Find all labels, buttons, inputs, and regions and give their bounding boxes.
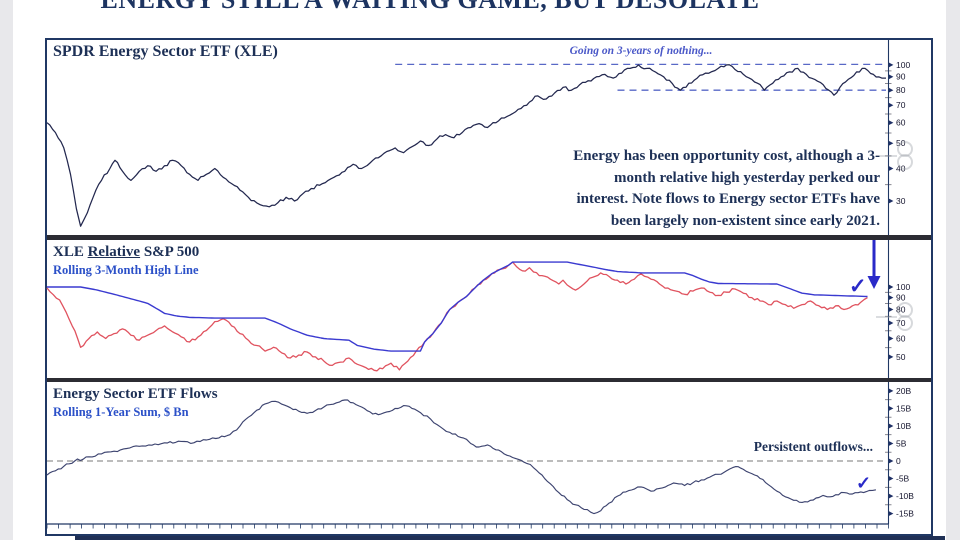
panel1-annotation: Energy has been opportunity cost, althou… (460, 146, 880, 232)
outflows-annotation: Persistent outflows... (753, 439, 873, 454)
page-margin-left (0, 0, 13, 540)
checkmark-icon: ✓ (849, 274, 867, 298)
chart-frame (45, 38, 933, 536)
panel2-title-pre: XLE (53, 244, 88, 260)
panel3-subtitle: Rolling 1-Year Sum, $ Bn (53, 405, 189, 419)
panel2-title: XLE Relative S&P 500 (53, 244, 199, 261)
panel2-title-underlined: Relative (87, 244, 141, 260)
page-title: ENERGY STILL A WAITING GAME, BUT DESOLAT… (30, 0, 830, 13)
annotation-line: been largely non-existent since early 20… (610, 212, 880, 229)
panel-divider-1 (47, 235, 931, 240)
checkmark-icon: ✓ (856, 473, 872, 493)
panel2-title-post: S&P 500 (140, 244, 200, 260)
range-annotation: Going on 3-years of nothing... (569, 45, 713, 57)
annotation-line: Energy has been opportunity cost, althou… (573, 148, 880, 164)
panel-divider-2 (47, 378, 931, 382)
page-margin-right (946, 0, 960, 540)
bottom-bar (75, 536, 945, 540)
annotation-line: interest. Note flows to Energy sector ET… (576, 191, 880, 207)
panel3-title: Energy Sector ETF Flows (53, 386, 218, 402)
panel1-title: SPDR Energy Sector ETF (XLE) (53, 43, 278, 60)
annotation-line: month relative high yesterday perked our (614, 169, 880, 186)
panel2-subtitle: Rolling 3-Month High Line (53, 263, 199, 277)
